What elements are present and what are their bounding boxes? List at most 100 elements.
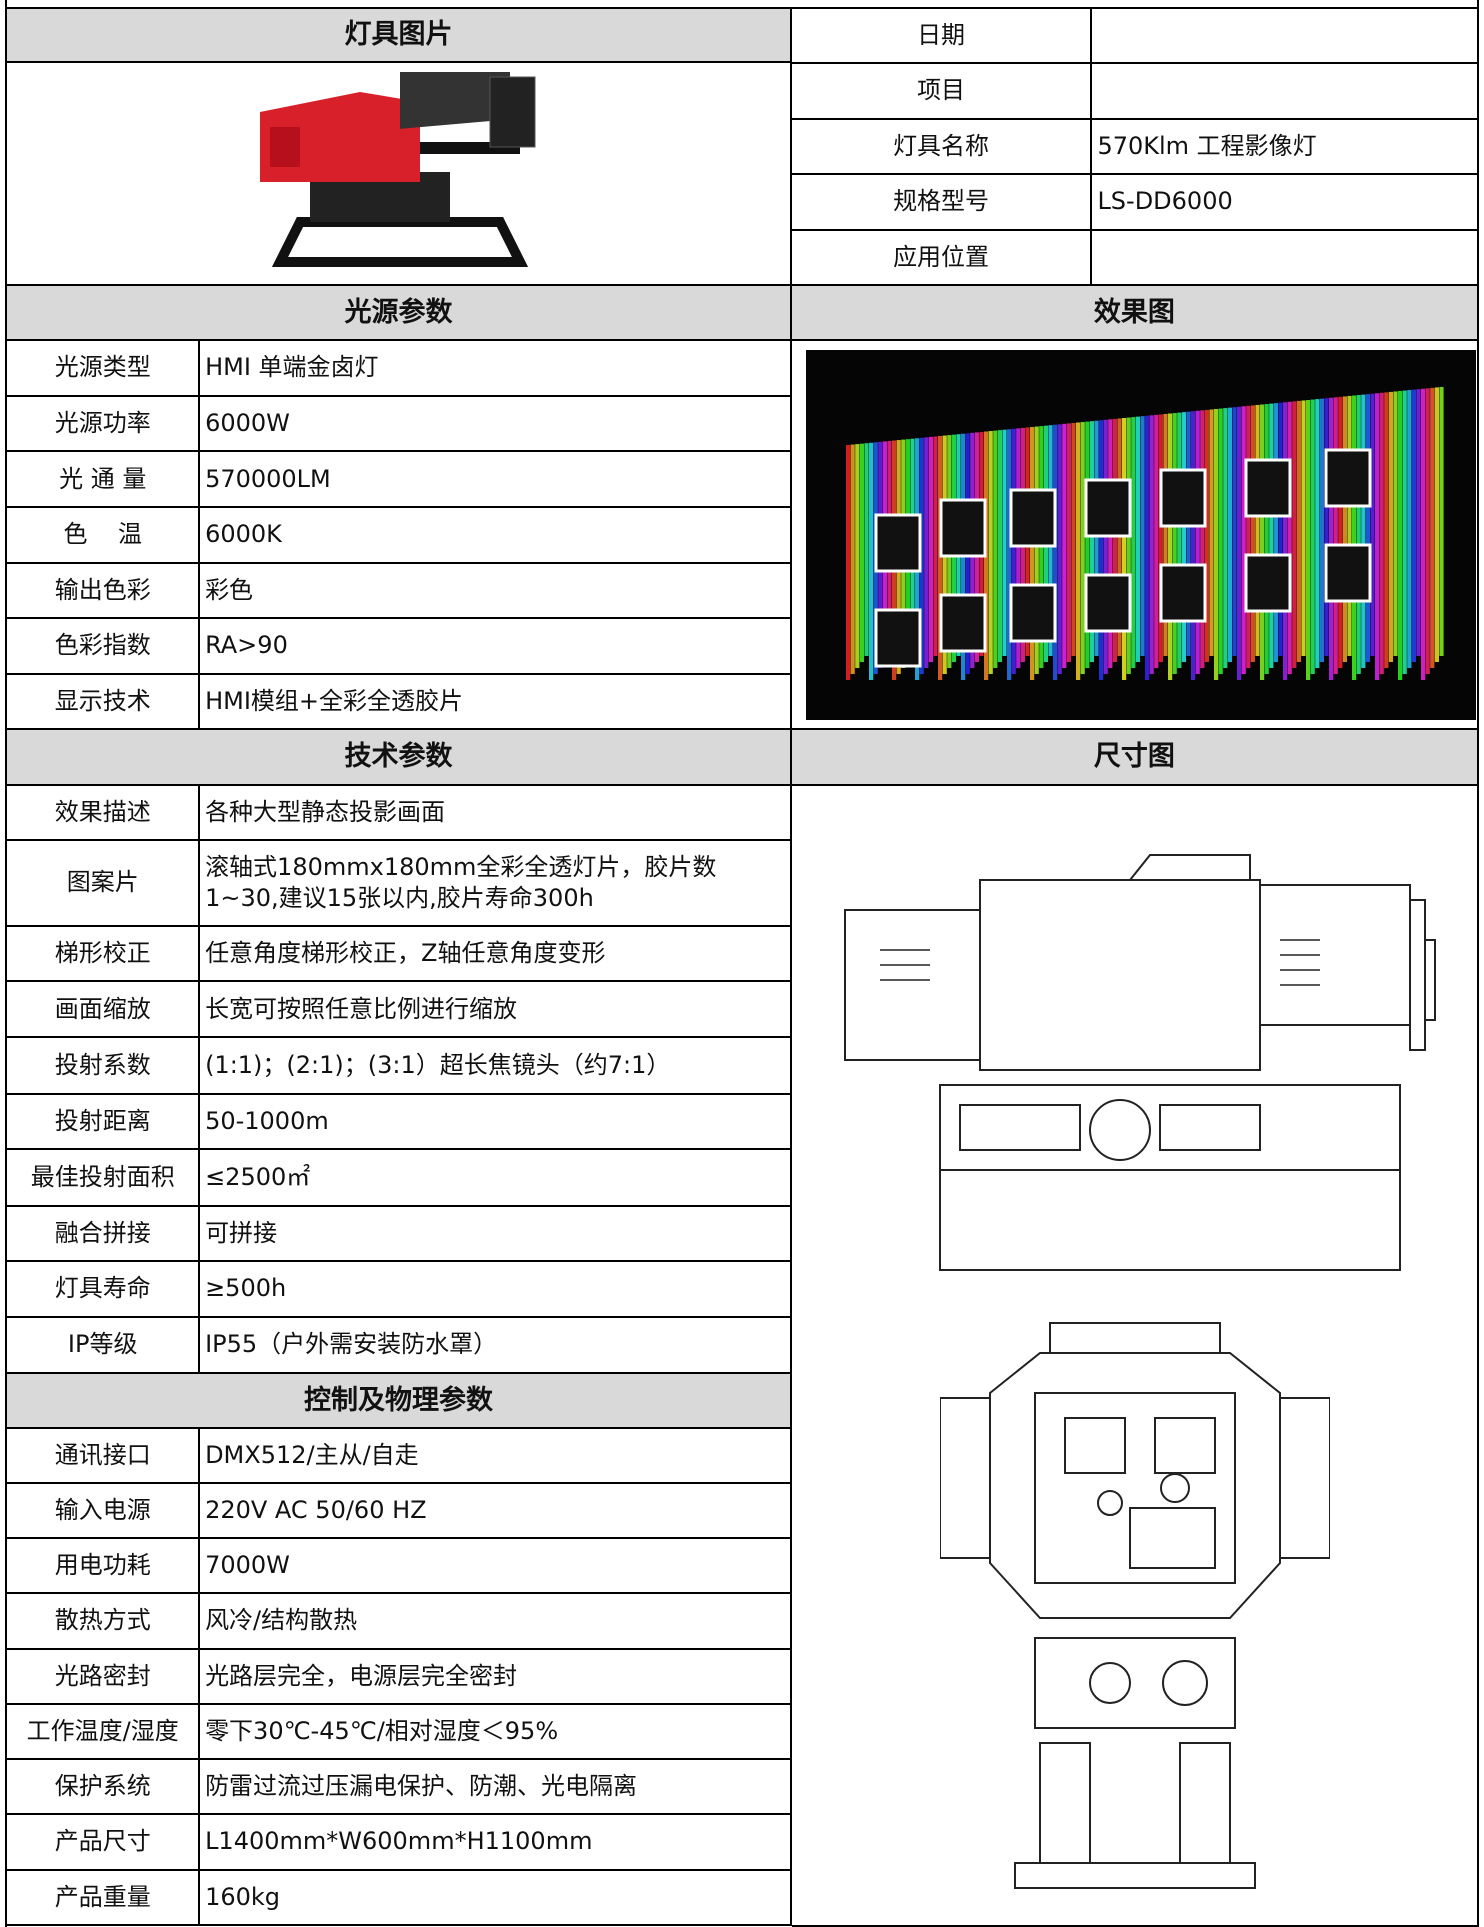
info-label: 应用位置 — [791, 230, 1093, 286]
effect-detail — [1177, 412, 1182, 668]
param-label: 光 通 量 — [7, 452, 201, 509]
cell-text: IP55（户外需安装防水罩） — [205, 1330, 498, 1359]
cell-text: HMI 单端金卤灯 — [205, 353, 379, 382]
param-label: 色 温 — [7, 508, 201, 564]
effect-detail — [1319, 398, 1324, 662]
info-label: 规格型号 — [791, 175, 1093, 231]
effect-detail — [850, 444, 855, 674]
effect-detail — [1260, 404, 1265, 680]
param-value: 各种大型静态投影画面 — [200, 785, 792, 841]
effect-detail — [1310, 399, 1315, 674]
cell-text: 彩色 — [205, 575, 254, 604]
effect-detail — [1264, 404, 1269, 674]
effect-detail — [1159, 468, 1207, 528]
effect-detail — [1370, 393, 1375, 656]
frame — [5, 0, 1480, 1927]
cell-text: 输入电源 — [54, 1496, 151, 1525]
cell-text: 散热方式 — [54, 1606, 151, 1635]
effect-detail — [1402, 390, 1407, 674]
cell-text: 光路密封 — [54, 1661, 151, 1690]
cell-text: 用电功耗 — [54, 1551, 151, 1580]
param-label: 保护系统 — [7, 1760, 201, 1816]
cell-text: 保护系统 — [54, 1772, 151, 1801]
cell-text: IP等级 — [67, 1330, 138, 1359]
cell-text: LS-DD6000 — [1097, 187, 1233, 216]
effect-detail — [874, 513, 922, 573]
effect-detail — [1356, 395, 1361, 674]
param-label: 输入电源 — [7, 1484, 201, 1540]
param-value: HMI 单端金卤灯 — [200, 341, 792, 397]
effect-detail — [939, 498, 987, 558]
cell-text: ≥500h — [205, 1274, 287, 1303]
effect-detail — [1126, 417, 1131, 674]
effect-detail — [1315, 399, 1320, 668]
cell-text: 光路层完全，电源层完全密封 — [205, 1661, 518, 1690]
param-value: RA>90 — [200, 619, 792, 675]
effect-detail — [1421, 388, 1426, 680]
effect-detail — [1103, 419, 1108, 674]
cell-text: 产品重量 — [54, 1882, 151, 1911]
cell-text: 梯形校正 — [54, 938, 151, 967]
effect-detail — [1223, 408, 1228, 668]
param-label: 梯形校正 — [7, 926, 201, 982]
cell-text: 长宽可按照任意比例进行缩放 — [205, 994, 518, 1023]
param-label: 通讯接口 — [7, 1428, 201, 1484]
cell-text: 570000LM — [205, 464, 331, 493]
effect-detail — [938, 436, 943, 680]
param-label: 显示技术 — [7, 674, 201, 731]
effect-detail — [869, 442, 874, 680]
cell-text: 融合拼接 — [54, 1218, 151, 1247]
cell-text: 色彩指数 — [54, 631, 151, 660]
cell-text: 技术参数 — [344, 741, 453, 773]
param-value: 6000W — [200, 396, 792, 453]
cell-text: 最佳投射面积 — [30, 1162, 175, 1191]
param-label: 效果描述 — [7, 785, 201, 841]
effect-detail — [1283, 402, 1288, 680]
effect-detail — [1009, 488, 1057, 548]
effect-detail — [1393, 391, 1398, 656]
effect-detail — [1007, 429, 1012, 680]
param-value: 160kg — [200, 1870, 792, 1926]
effect-detail — [1398, 391, 1403, 680]
effect-detail — [1244, 553, 1292, 613]
cell-text: 6000K — [205, 520, 282, 549]
param-value: (1:1)；(2:1)；(3:1）超长焦镜头（约7:1） — [200, 1038, 792, 1095]
cell-text: 效果描述 — [54, 797, 151, 826]
effect-detail — [1301, 400, 1306, 656]
effect-detail — [1034, 426, 1039, 674]
param-value: 220V AC 50/60 HZ — [200, 1484, 792, 1540]
cell-text: 任意角度梯形校正，Z轴任意角度变形 — [205, 938, 606, 967]
effect-detail — [1425, 388, 1430, 674]
cell-text: 各种大型静态投影画面 — [205, 797, 446, 826]
effect-detail — [1071, 422, 1076, 656]
param-label: 工作温度/湿度 — [7, 1704, 201, 1761]
param-value: 7000W — [200, 1539, 792, 1595]
param-label: 色彩指数 — [7, 619, 201, 675]
effect-detail — [1172, 413, 1177, 674]
cell-text: 日期 — [917, 20, 966, 49]
param-label: 图案片 — [7, 840, 201, 927]
param-value: 彩色 — [200, 563, 792, 620]
param-value: 可拼接 — [200, 1206, 792, 1262]
effect-detail — [1384, 392, 1389, 668]
effect-detail — [1324, 543, 1372, 603]
effect-detail — [1255, 404, 1260, 656]
effect-detail — [1112, 418, 1117, 662]
effect-detail — [1085, 421, 1090, 668]
cell-text: 项目 — [917, 76, 966, 105]
effect-detail — [1168, 413, 1173, 680]
param-value: 长宽可按照任意比例进行缩放 — [200, 981, 792, 1039]
effect-detail — [1324, 398, 1329, 656]
section-header: 灯具图片 — [7, 8, 792, 63]
param-value: 50-1000m — [200, 1094, 792, 1151]
effect-detail — [1131, 417, 1136, 668]
cell-text: 效果图 — [1093, 297, 1175, 329]
cell-text: ≤2500㎡ — [205, 1162, 311, 1191]
effect-detail — [1053, 424, 1058, 680]
effect-detail — [1324, 448, 1372, 508]
param-label: 光源功率 — [7, 396, 201, 453]
effect-detail — [1278, 402, 1283, 656]
cell-text: 色 温 — [63, 520, 142, 549]
effect-detail — [1232, 407, 1237, 656]
effect-detail — [1347, 395, 1352, 656]
